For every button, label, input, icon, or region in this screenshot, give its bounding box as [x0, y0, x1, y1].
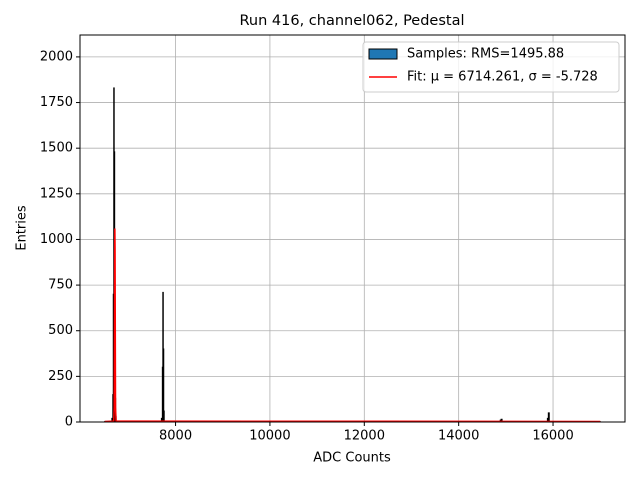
- legend-label: Fit: μ = 6714.261, σ = -5.728: [407, 70, 598, 85]
- legend-swatch: [369, 49, 397, 59]
- y-tick-label: 250: [48, 369, 73, 384]
- y-tick-label: 1500: [40, 141, 73, 156]
- axes-frame: [80, 35, 625, 422]
- x-tick-label: 10000: [249, 429, 290, 444]
- x-tick-label: 14000: [438, 429, 479, 444]
- y-tick-label: 1750: [40, 95, 73, 110]
- y-tick-label: 2000: [40, 49, 73, 64]
- plot-area: [105, 88, 600, 422]
- chart-title: Run 416, channel062, Pedestal: [239, 13, 464, 29]
- x-tick-label: 8000: [159, 429, 192, 444]
- x-axis-label: ADC Counts: [313, 451, 391, 466]
- x-tick-label: 12000: [344, 429, 385, 444]
- histogram-bar: [548, 413, 549, 422]
- y-tick-label: 1000: [40, 232, 73, 247]
- y-tick-label: 500: [48, 323, 73, 338]
- y-tick-label: 0: [65, 415, 73, 430]
- y-axis-label: Entries: [15, 205, 30, 251]
- y-tick-label: 750: [48, 278, 73, 293]
- fit-line: [105, 229, 600, 422]
- legend-label: Samples: RMS=1495.88: [407, 47, 564, 62]
- x-tick-label: 16000: [532, 429, 573, 444]
- y-tick-label: 1250: [40, 186, 73, 201]
